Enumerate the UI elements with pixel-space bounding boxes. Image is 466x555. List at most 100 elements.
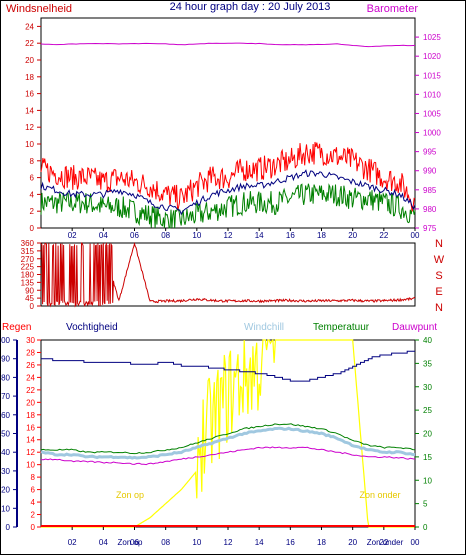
ylabel-windsnelheid: Windsnelheid [6,3,72,15]
x-tick-label-p1: 16 [286,231,295,240]
y-tick-label-rain: 30 [26,336,35,345]
y-tick-label-dir: 360 [21,239,35,248]
compass-label: S [435,270,442,282]
y-tick-label-dir: 270 [21,255,35,264]
y-tick-label-wind: 8 [30,157,35,166]
x-tick-label-p3: 08 [161,538,170,547]
y2-tick-label-baro: 1010 [423,90,441,99]
x-tick-label-p3: 22 [379,538,388,547]
y-tick-label-hum: 90 [1,355,10,364]
y-tick-label-temp: 15 [423,453,432,462]
compass-label: N [435,302,443,314]
annotation-zon-op: Zon op [116,490,144,500]
label-vochtigheid: Vochtigheid [66,322,118,333]
x-label-zon-onder: Zon onder [367,538,404,547]
x-tick-label-p3: 12 [224,538,233,547]
y2-tick-label-baro: 980 [423,205,437,214]
y2-tick-label-baro: 975 [423,224,437,233]
y-tick-label-temp: 0 [423,523,428,532]
y2-tick-label-baro: 1015 [423,71,441,80]
label-dauwpunt: Dauwpunt [392,322,437,333]
x-tick-label-p1: 10 [192,231,201,240]
chart-title: 24 hour graph day : 20 July 2013 [170,1,331,13]
y-tick-label-temp: 35 [423,359,432,368]
y-tick-label-rain: 24 [26,373,35,382]
y-tick-label-hum: 50 [1,430,10,439]
y-tick-label-dir: 180 [21,271,35,280]
x-label-zon-op: Zon op [118,538,143,547]
y-tick-label-temp: 5 [423,500,428,509]
y-tick-label-rain: 22 [26,386,35,395]
y-tick-label-dir: 0 [30,302,35,311]
y-tick-label-hum: 80 [1,373,10,382]
line-humidity [41,350,415,382]
y-tick-label-hum: 20 [1,486,10,495]
y2-tick-label-baro: 1025 [423,33,441,42]
line-windchill [40,426,416,460]
x-tick-label-p1: 18 [317,231,326,240]
y-tick-label-rain: 20 [26,398,35,407]
y-tick-label-wind: 16 [25,90,34,99]
y-tick-label-wind: 24 [25,22,34,31]
x-tick-label-p1: 12 [224,231,233,240]
line-wind-min [40,183,416,229]
x-tick-label-p3: 20 [348,538,357,547]
y-tick-label-wind: 22 [25,39,34,48]
y-tick-label-temp: 25 [423,406,432,415]
line-wind-avg [40,169,416,216]
y-tick-label-rain: 6 [31,486,36,495]
y-tick-label-hum: 30 [1,467,10,476]
x-tick-label-p3: 14 [255,538,264,547]
y-tick-label-rain: 4 [31,498,36,507]
y-tick-label-dir: 225 [21,263,35,272]
y-tick-label-temp: 20 [423,430,432,439]
line-dewpoint [40,446,416,466]
label-regen: Regen [2,322,31,333]
line-wind-gust [40,141,416,212]
y-tick-label-wind: 2 [30,207,35,216]
y-tick-label-hum: 40 [1,448,10,457]
y-tick-label-hum: 60 [1,411,10,420]
line-barometer [40,42,416,48]
y-tick-label-dir: 135 [21,278,35,287]
x-tick-label-p3: 06 [130,538,139,547]
x-tick-label-p1: 08 [161,231,170,240]
y-tick-label-wind: 6 [30,174,35,183]
y2-tick-label-baro: 995 [423,148,437,157]
line-temperature [40,423,416,455]
y2-tick-label-baro: 1020 [423,52,441,61]
x-tick-label-p1: 20 [348,231,357,240]
y-tick-label-wind: 14 [25,106,34,115]
y-tick-label-wind: 18 [25,73,34,82]
y2-tick-label-baro: 1000 [423,129,441,138]
x-tick-label-p3: 04 [99,538,108,547]
y-tick-label-dir: 315 [21,247,35,256]
x-tick-label-p1: 00 [411,231,420,240]
y-tick-label-rain: 16 [26,423,35,432]
y-tick-label-rain: 28 [26,348,35,357]
y-tick-label-hum: 0 [6,523,11,532]
y-tick-label-wind: 12 [25,123,34,132]
label-temperatuur: Temperatuur [313,322,370,333]
compass-label: W [434,254,445,266]
x-tick-label-p3: 00 [411,538,420,547]
y-tick-label-temp: 10 [423,476,432,485]
y-tick-label-rain: 0 [31,523,36,532]
y-tick-label-temp: 30 [423,383,432,392]
label-windchill: Windchill [244,322,284,333]
x-tick-label-p3: 02 [68,538,77,547]
compass-label: N [435,238,443,250]
x-tick-label-p1: 02 [68,231,77,240]
y-tick-label-wind: 0 [30,224,35,233]
y-tick-label-rain: 8 [31,473,36,482]
y-tick-label-rain: 10 [26,461,35,470]
y-tick-label-wind: 4 [30,190,35,199]
y-tick-label-rain: 2 [31,511,36,520]
y-tick-label-rain: 26 [26,361,35,370]
y-tick-label-hum: 70 [1,392,10,401]
y-tick-label-wind: 10 [25,140,34,149]
x-tick-label-p1: 22 [379,231,388,240]
y-tick-label-wind: 20 [25,56,34,65]
x-tick-label-p3: 18 [317,538,326,547]
line-wind-direction [40,241,416,308]
